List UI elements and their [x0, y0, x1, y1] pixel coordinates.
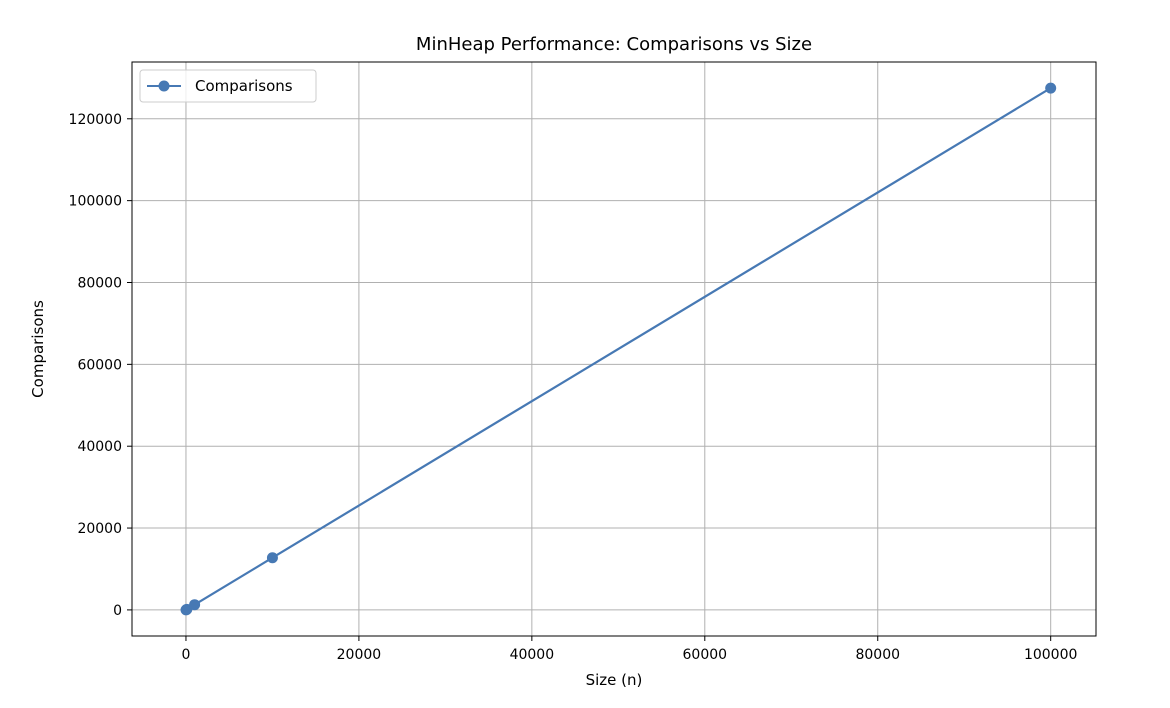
- series-layer: [180, 82, 1057, 616]
- x-tick-label: 0: [181, 647, 190, 663]
- plot-frame: [131, 61, 1097, 637]
- x-tick-label: 40000: [510, 647, 555, 663]
- x-tick-label: 20000: [337, 647, 382, 663]
- data-point: [266, 552, 278, 564]
- ticks: 0 20000 40000 60000 80000 100000 0 20000 40000 60…: [69, 112, 1078, 663]
- legend-box: [139, 69, 317, 103]
- y-tick-label: 20000: [77, 521, 122, 537]
- y-tick-label: 60000: [77, 357, 122, 373]
- x-tick-label: 100000: [1024, 647, 1077, 663]
- chart-title: MinHeap Performance: Comparisons vs Size: [416, 34, 812, 55]
- legend-marker-swatch: [158, 80, 170, 92]
- data-point: [189, 599, 201, 611]
- y-tick-label: 100000: [69, 194, 122, 210]
- x-tick-label: 80000: [855, 647, 900, 663]
- data-point: [1045, 82, 1057, 94]
- grid: [132, 62, 1096, 636]
- y-tick-label: 120000: [69, 112, 122, 128]
- x-tick-label: 60000: [683, 647, 728, 663]
- legend-label-comparisons: Comparisons: [195, 77, 293, 95]
- legend: Comparisons: [139, 69, 317, 103]
- y-tick-label: 0: [113, 603, 122, 619]
- y-axis-label: Comparisons: [29, 300, 47, 398]
- y-tick-label: 80000: [77, 275, 122, 291]
- x-axis-label: Size (n): [586, 671, 643, 689]
- y-tick-label: 40000: [77, 439, 122, 455]
